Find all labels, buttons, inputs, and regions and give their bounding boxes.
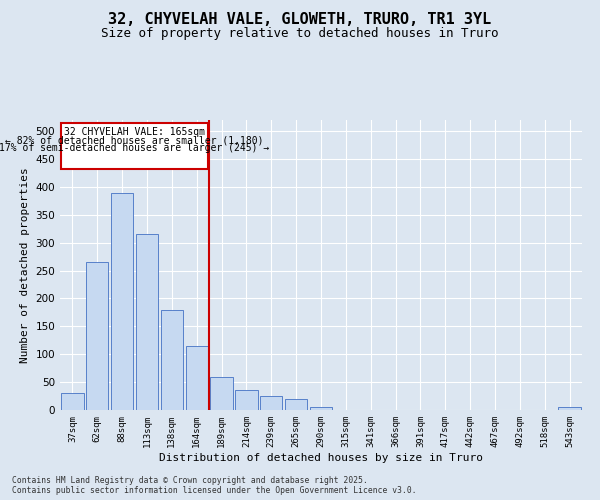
- Bar: [211, 376, 233, 410]
- Bar: [185, 346, 208, 410]
- Bar: [260, 396, 283, 410]
- Bar: [61, 394, 83, 410]
- Bar: [136, 234, 158, 410]
- Y-axis label: Number of detached properties: Number of detached properties: [20, 167, 30, 363]
- Bar: [235, 390, 257, 410]
- Text: Size of property relative to detached houses in Truro: Size of property relative to detached ho…: [101, 28, 499, 40]
- Bar: [285, 399, 307, 410]
- Text: 32, CHYVELAH VALE, GLOWETH, TRURO, TR1 3YL: 32, CHYVELAH VALE, GLOWETH, TRURO, TR1 3…: [109, 12, 491, 28]
- X-axis label: Distribution of detached houses by size in Truro: Distribution of detached houses by size …: [159, 452, 483, 462]
- Bar: [61, 123, 208, 169]
- Bar: [559, 407, 581, 410]
- Bar: [86, 262, 109, 410]
- Text: 17% of semi-detached houses are larger (245) →: 17% of semi-detached houses are larger (…: [0, 143, 269, 153]
- Bar: [310, 407, 332, 410]
- Bar: [111, 192, 133, 410]
- Bar: [161, 310, 183, 410]
- Text: 32 CHYVELAH VALE: 165sqm: 32 CHYVELAH VALE: 165sqm: [64, 127, 205, 137]
- Text: Contains HM Land Registry data © Crown copyright and database right 2025.
Contai: Contains HM Land Registry data © Crown c…: [12, 476, 416, 495]
- Text: ← 82% of detached houses are smaller (1,180): ← 82% of detached houses are smaller (1,…: [5, 135, 264, 145]
